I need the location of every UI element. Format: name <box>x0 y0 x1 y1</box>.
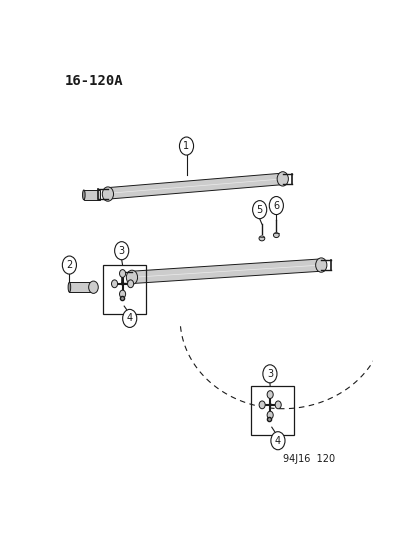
Circle shape <box>268 197 283 215</box>
Text: 6: 6 <box>273 200 279 211</box>
Circle shape <box>262 365 276 383</box>
Ellipse shape <box>82 190 85 200</box>
Circle shape <box>315 258 326 272</box>
Circle shape <box>114 241 128 260</box>
Bar <box>69 282 92 292</box>
Circle shape <box>276 172 288 186</box>
Text: 4: 4 <box>274 435 280 446</box>
Circle shape <box>266 411 273 419</box>
Circle shape <box>266 391 273 399</box>
Polygon shape <box>109 173 282 199</box>
Text: 3: 3 <box>119 246 124 256</box>
Circle shape <box>252 200 266 219</box>
Polygon shape <box>131 259 321 284</box>
Bar <box>250 386 293 435</box>
Circle shape <box>270 432 284 450</box>
Circle shape <box>121 282 123 285</box>
Bar <box>83 190 100 200</box>
Bar <box>103 265 146 314</box>
Circle shape <box>259 401 265 409</box>
Text: 16-120A: 16-120A <box>64 74 123 88</box>
Circle shape <box>111 280 117 288</box>
Circle shape <box>119 270 125 277</box>
Circle shape <box>62 256 76 274</box>
Circle shape <box>127 280 133 288</box>
Circle shape <box>119 290 125 298</box>
Circle shape <box>126 270 137 285</box>
Circle shape <box>88 281 98 293</box>
Ellipse shape <box>259 236 264 241</box>
Circle shape <box>122 309 136 327</box>
Text: 1: 1 <box>183 141 189 151</box>
Circle shape <box>268 403 271 406</box>
Ellipse shape <box>273 232 278 238</box>
Text: 3: 3 <box>266 369 272 379</box>
Text: 2: 2 <box>66 260 72 270</box>
Text: 4: 4 <box>126 313 133 324</box>
Circle shape <box>102 187 113 201</box>
Text: 94J16  120: 94J16 120 <box>282 454 334 464</box>
Circle shape <box>179 137 193 155</box>
Ellipse shape <box>68 282 71 292</box>
Text: 5: 5 <box>256 205 262 215</box>
Circle shape <box>275 401 280 409</box>
